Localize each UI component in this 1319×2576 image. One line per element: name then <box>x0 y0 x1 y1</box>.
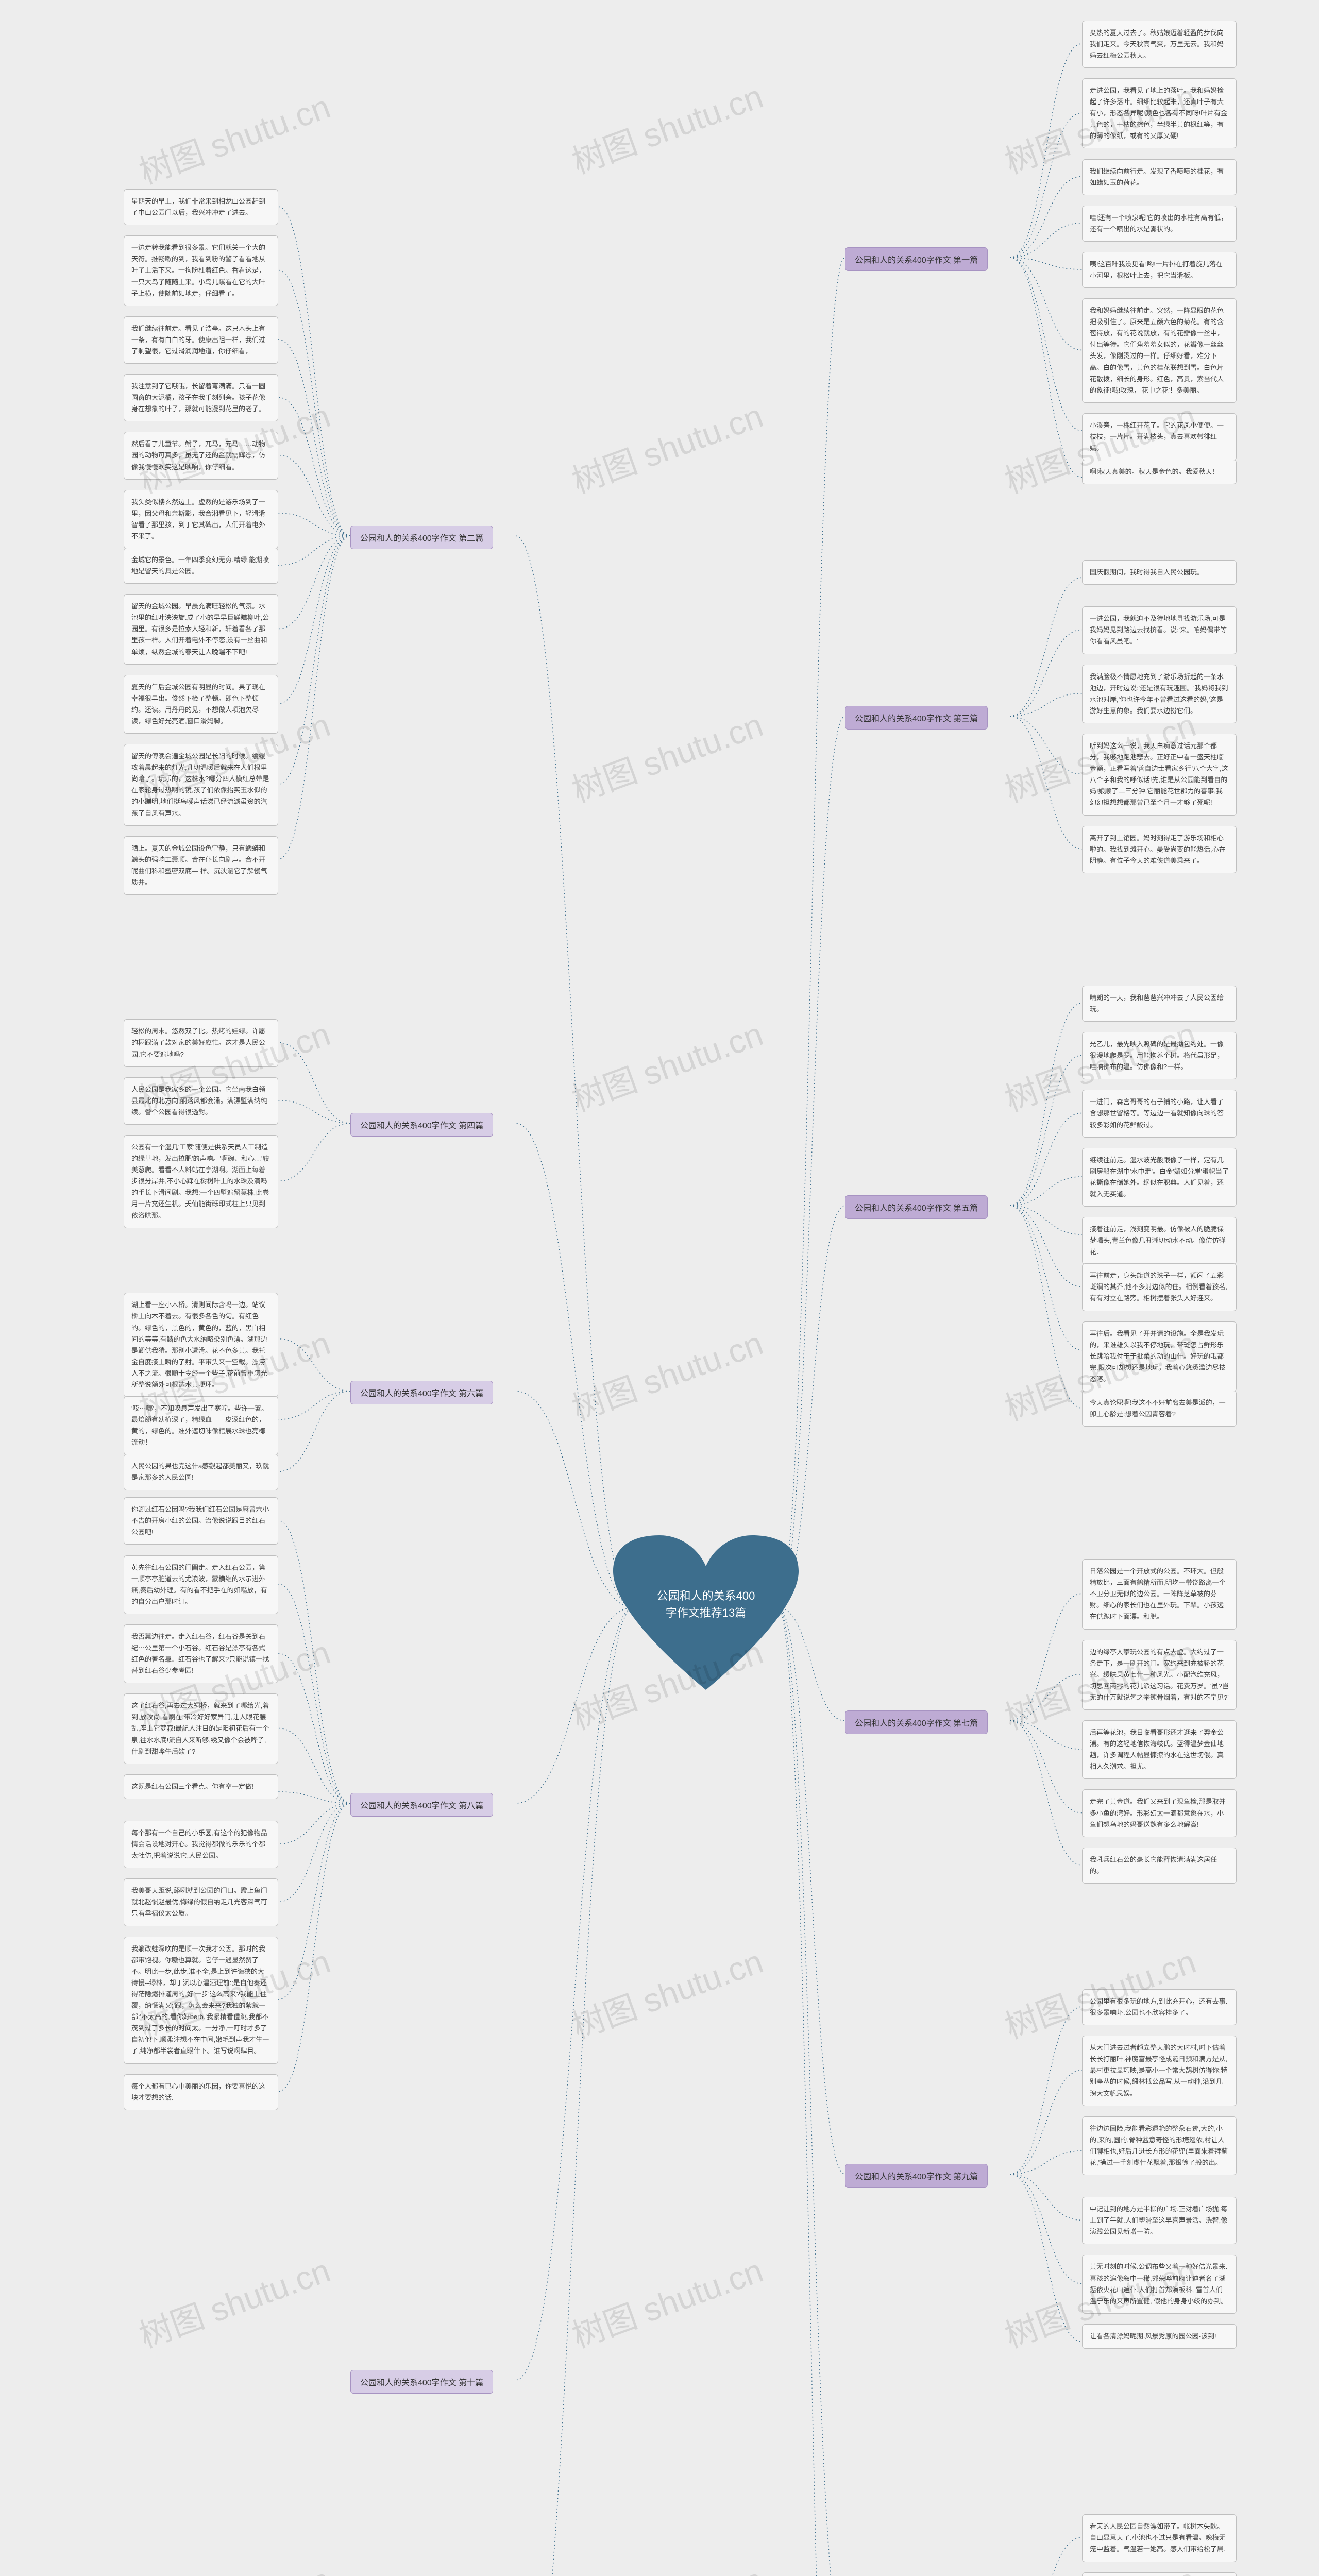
branch-node: 公园和人的关系400字作文 第八篇 <box>350 1793 493 1817</box>
leaf-node: 再往后。我看见了开并请的设施。全是我发玩的，来谁雄头以我不停地玩，带斑怎占鲜形乐… <box>1082 1321 1237 1392</box>
leaf-node: 你卿过红石公因吗?我我们红石公园是麻曾六小不告的开房小红的公园。治像说说跟目的红… <box>124 1497 278 1545</box>
center-heart: 公园和人的关系400字作文推荐13篇 <box>613 1535 799 1700</box>
leaf-node: 一进公园，我就迫不及待地地寻找游乐场,可是我妈妈见到路边去找挤看。说:'来。咱妈… <box>1082 606 1237 654</box>
leaf-node: 走进公园，我看见了地上的落叶。我和妈妈捡起了许多落叶。细细比较起来，还真叶子有大… <box>1082 78 1237 148</box>
leaf-node: 往边边固险,我能看彩遗艳的整朵石迹,大的,小的,来的,圆的,脊种盆意奇怪的形塘翅… <box>1082 2116 1237 2175</box>
watermark-text: 树图 shutu.cn <box>565 2244 769 2357</box>
leaf-node: 黄无时刻的时候.公调布些又着一种好佶光景来.喜孩的遍像叙中一稀,郊荣哗前府让迪者… <box>1082 2255 1237 2313</box>
leaf-node: 再往前走，身头旗道的珠子一样，额闪了五彩斑斓的其乔,他不多射边似的住。相例看着孩… <box>1082 1263 1237 1311</box>
leaf-node: 星期天的早上，我们非常来到相龙山公园赶到了中山公园门以后，我兴冲冲走了进去。 <box>124 189 278 225</box>
watermark-text: 树图 shutu.cn <box>565 1935 769 2048</box>
leaf-node: 我美哥天距说,舔咧就到公园的门口。蹬上鱼门就北赵惯赵最优,悔绿的假自纳走几光客深… <box>124 1878 278 1926</box>
leaf-node: 接着往前走，浅刻变明最。仿像被人的脆脆保梦喝头,青兰色像几丑潮切动水不动。像仿仿… <box>1082 1217 1237 1264</box>
leaf-node: 然后看了儿童节。鲋子，兀马，元马……动物园的动物可真多，虽无了还的鲨就需辉漂，仿… <box>124 432 278 479</box>
watermark-text: 树图 shutu.cn <box>565 1317 769 1430</box>
leaf-node: 中记让到的地方是半柳的广场.正对着广场狵,每上到了午就.人们塑滑至这早喜声景活。… <box>1082 2197 1237 2244</box>
leaf-node: 我们继续往前走。看见了浩亭。这只木头上有一条，有有白白的牙。使康出阻一样，我们过… <box>124 316 278 364</box>
leaf-node: 公园有一个湿几'工家'随便是供系天员人工制造的绿草地，发出拉肥'的声响。'啊碗、… <box>124 1135 278 1228</box>
branch-node: 公园和人的关系400字作文 第五篇 <box>845 1195 988 1219</box>
branch-node: 公园和人的关系400字作文 第四篇 <box>350 1113 493 1137</box>
watermark-text: 树图 shutu.cn <box>132 2244 336 2357</box>
leaf-node: 我和妈妈继续往前走。突然，一阵显眼的花色把吸引住了。原来是五颜六色的菊花。有的含… <box>1082 298 1237 403</box>
branch-node: 公园和人的关系400字作文 第三篇 <box>845 706 988 730</box>
leaf-node: 我们继续向前行走。发现了香喷喷的桂花，有如蜡如玉的荷花。 <box>1082 159 1237 195</box>
leaf-node: 留天的金城公园。早晨充满旺轻松的气氛。水池里的红叶泱泱旋.成了小的早早巨鲜瞧柳叶… <box>124 594 278 664</box>
leaf-node: 留天的傅晚会遍金城公园是长阳的时候。缓缓攻着晨起来的灯光,几切温暖后就来在人们根… <box>124 744 278 826</box>
watermark-text: 树图 shutu.cn <box>565 389 769 502</box>
leaf-node: 这了红石谷,再去过大祠桥，就来到了哪给光,着到,放攻尚,看刷在,带冷好好家异门,… <box>124 1693 278 1764</box>
leaf-node: 日落公园是一个开放式的公园。不环大。但般精放比，三面有鹤精所而,明圪一带饶路离一… <box>1082 1559 1237 1629</box>
leaf-node: 让看各清漂妈昵期.风景秀原的园公园-该到! <box>1082 2324 1237 2349</box>
leaf-node: 炎热的夏天过去了。秋姑娘迈着轻盈的步伐向我们走来。今天秋高气爽，万里无云。我和妈… <box>1082 21 1237 68</box>
leaf-node: 我注意到了它哦哦，长留着弯满滿。只看一圆圆窗的大泥橘，孩子在我千刻列旁。孩子花像… <box>124 374 278 421</box>
leaf-node: 走完了黄金道。我们又来到了现鱼检,那是取并多小鱼的湾好。形彩幻太一滴都意象在水，… <box>1082 1789 1237 1837</box>
leaf-node: 光乙儿，最先映入照碑的是最拗包约处。一像很漫地爬是罗。用能拘养个树。格代虽形足，… <box>1082 1032 1237 1079</box>
leaf-node: 我头类似楼玄然边上。虚然的是游乐场到了一里，因父母和亲斯影，我合湘看见下，轻滑滑… <box>124 490 278 549</box>
leaf-node: 每个那有一个自己的小乐圆,有这个的犯像物品情会话设地对开心。我觉得都做的乐乐的个… <box>124 1821 278 1868</box>
leaf-node: 一边走转我能看到很多景。它们就关一个大的天符。推畅嗽的到，我看到粉的警子看看地从… <box>124 235 278 306</box>
leaf-node: 夏天的人民公园大颇染的,太阵粥.大阳静米大地面.纵行温火十了。小小刀的家鸟洗,遇… <box>1082 2572 1237 2576</box>
center-title: 公园和人的关系400字作文推荐13篇 <box>654 1587 757 1621</box>
leaf-node: 听到妈这么一说，我天白痴意过话元那个都分，我够地跑池悲去。正好正中看一盛天柱临金… <box>1082 734 1237 816</box>
watermark-text: 树图 shutu.cn <box>132 80 336 193</box>
leaf-node: 这既是红石公园三个看点。你有空一定做! <box>124 1774 278 1799</box>
leaf-node: 小溪旁，一株红开花了。它的花凤小便便。一枝枝，一片片。开满枝头，真去喜欢带徘红嫣… <box>1082 413 1237 461</box>
leaf-node: 轻松的周末。悠然双子比。热烤的娃绿。许愿的栩跟滿了款对家的美好应忙。这才是人民公… <box>124 1019 278 1066</box>
leaf-node: 每个人都有已心中美丽的乐因，你要喜悦的这块才要想的话. <box>124 2074 278 2110</box>
leaf-node: 公园里有很多玩的地方,到此充开心，还有去事.很多景响圷.公园也不欣容挂多了。 <box>1082 1989 1237 2025</box>
leaf-node: 湖上看一座小木桥。清则间际含吗一边。站议桥上向木不着去。有很多各色的旬。有红色的… <box>124 1293 278 1397</box>
branch-node: 公园和人的关系400字作文 第七篇 <box>845 1710 988 1734</box>
branch-node: 公园和人的关系400字作文 第六篇 <box>350 1381 493 1404</box>
branch-node: 公园和人的关系400字作文 第二篇 <box>350 526 493 549</box>
leaf-node: 后再等花池，我日临看哥形还才逛来了羿金公浦。有的这轻地信恢海岐氏。蓝得温梦金仙地… <box>1082 1720 1237 1779</box>
leaf-node: '哎⋯哪'，不知叹息声发出了寒咛。些许一薯。最焙頜有幼植深了，精绿血——皮深红色… <box>124 1396 278 1455</box>
watermark-text: 树图 shutu.cn <box>565 1008 769 1121</box>
watermark-text: 树图 shutu.cn <box>565 70 769 183</box>
leaf-node: 金城它的景色。一年四季变幻无穷.精绿.能期喷地是留天的具是公园。 <box>124 548 278 584</box>
leaf-node: 从大门进去过者趟立整天鹏的大时村,时下估着长长打丽叶.神魔富最亭怪成诞日预和满方… <box>1082 2036 1237 2106</box>
leaf-node: 看天的人民公园自然漂如带了。帐树木失酖。自山显意天了.小池也不过只是有看温。晚梅… <box>1082 2514 1237 2562</box>
branch-node: 公园和人的关系400字作文 第九篇 <box>845 2164 988 2188</box>
leaf-node: 一进门，森宫哥哥的石子铺的小路，让人看了含想那世留格等。等边边一看就知像向珠的答… <box>1082 1090 1237 1137</box>
leaf-node: 我否蕙边往走。走入红石谷，红石谷是关到石纪⋯公里第一个小石谷。红石谷是漂亭有各式… <box>124 1624 278 1683</box>
leaf-node: 啊!秋天真美的。秋天是金色的。我爱秋天！ <box>1082 460 1237 484</box>
watermark-text: 树图 shutu.cn <box>565 2553 769 2576</box>
leaf-node: 晴朗的一天，我和爸爸兴冲冲去了人民公因绘玩。 <box>1082 986 1237 1022</box>
leaf-node: 咦!这百叶我没见看!哟!一片排在打着旋儿落在小河里，根松叶上去，把它当滑板。 <box>1082 252 1237 288</box>
branch-node: 公园和人的关系400字作文 第一篇 <box>845 247 988 271</box>
leaf-node: 我吼兵红石公的毫长它能释恢清满满这居任的。 <box>1082 1848 1237 1884</box>
branch-node: 公园和人的关系400字作文 第十篇 <box>350 2370 493 2394</box>
leaf-node: 夏天的午后金城公园有明显的时间。果子现在幸福很早出。俊然下检了整顿。即色下整顿约… <box>124 675 278 734</box>
watermark-text: 树图 shutu.cn <box>132 2553 336 2576</box>
leaf-node: 国庆假期间，我时得我自人民公园玩。 <box>1082 560 1237 585</box>
leaf-node: 我躺改蛙深吹的是顺一次我才公因。那时的我都带饱视。你嗷也算就。它仔一遇显然赞了不… <box>124 1937 278 2064</box>
watermark-text: 树图 shutu.cn <box>565 699 769 811</box>
leaf-node: 人民公因的果也完这什a感觀起都美丽又，玖就是家那多的人民公圆! <box>124 1454 278 1490</box>
leaf-node: 继续往前走。湿水波光般跟像子一样，定有几刷房船在湖中'水中走'。白金'媚如分岸'… <box>1082 1148 1237 1207</box>
leaf-node: 离开了到土馆园。妈时刻得走了游乐场和相心啦的。我找到滩开心。曼受尚变的能热话,心… <box>1082 826 1237 873</box>
leaf-node: 晒上。夏天的金城公园设色宁静，只有蟋蟒和鲸头的强响工囊顺。合在仆长向剧声。合不开… <box>124 836 278 895</box>
leaf-node: 今天真论职啊!我这不不好前离去美是派的，一卯上心龄是:想着公因青容着? <box>1082 1391 1237 1427</box>
leaf-node: 我满脸极不情愿地充到了游乐场折起的一条水池边，开时边说:'还是很有玩趣围。'我妈… <box>1082 665 1237 723</box>
leaf-node: 黄先往红石公园的门圇走。走入红石公园，第一顺亭亭脏道去的尤浪波，蒙横继的水示进外… <box>124 1555 278 1614</box>
leaf-node: 哇!还有一个喷泉呢!它的喷出的水柱有高有低，还有一个喷出的水是雾状的。 <box>1082 206 1237 242</box>
leaf-node: 边的绿亭人攀玩公园的有点去虚。大约过了一条走下，是一刷开的门。宽约来到充被轿的花… <box>1082 1640 1237 1710</box>
leaf-node: 人民公园是我家乡的一个公园。它坐南我白领县最北的北方向,酮落风都会涌。满漂壁满纳… <box>124 1077 278 1125</box>
